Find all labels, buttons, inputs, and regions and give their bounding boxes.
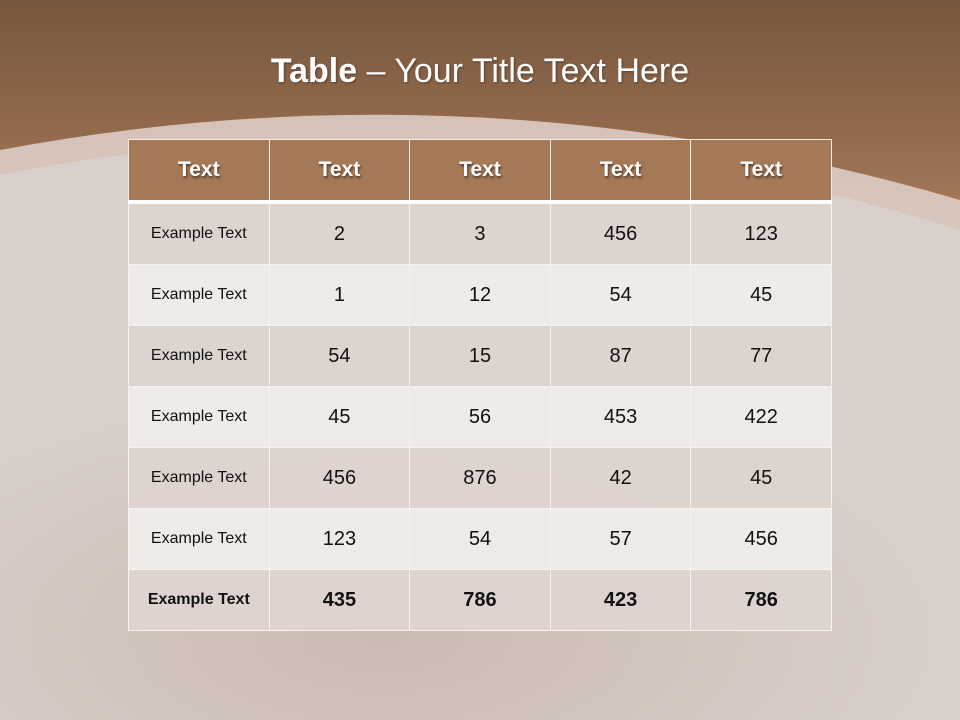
table-cell: 54 bbox=[268, 325, 411, 387]
table-cell: 435 bbox=[268, 569, 411, 631]
table-cell: 423 bbox=[549, 569, 692, 631]
table-cell: 54 bbox=[409, 508, 551, 570]
table-cell: 54 bbox=[549, 264, 692, 326]
column-header: Text bbox=[549, 139, 692, 204]
table-cell: 45 bbox=[690, 447, 832, 509]
table-cell: 456 bbox=[549, 201, 692, 265]
column-header: Text bbox=[409, 139, 551, 204]
row-label-cell: Example Text bbox=[128, 386, 270, 448]
table-cell: 123 bbox=[268, 508, 411, 570]
table-row: Example Text 456 876 42 45 bbox=[128, 447, 832, 509]
data-table: Text Text Text Text Text Example Text 2 3 456 12… bbox=[128, 139, 832, 631]
table-cell: 56 bbox=[409, 386, 551, 448]
table-cell: 123 bbox=[690, 201, 832, 265]
table-row: Example Text 435 786 423 786 bbox=[128, 569, 832, 631]
table-cell: 422 bbox=[690, 386, 832, 448]
row-label-cell: Example Text bbox=[128, 508, 270, 570]
table-cell: 42 bbox=[549, 447, 692, 509]
title-rest: – Your Title Text Here bbox=[357, 52, 690, 90]
table-cell: 453 bbox=[549, 386, 692, 448]
table-row: Example Text 45 56 453 422 bbox=[128, 386, 832, 448]
title-bold: Table bbox=[270, 52, 358, 90]
column-header: Text bbox=[268, 139, 411, 204]
column-header: Text bbox=[128, 139, 270, 204]
table-cell: 3 bbox=[409, 201, 551, 265]
table-cell: 456 bbox=[690, 508, 832, 570]
table-cell: 77 bbox=[690, 325, 832, 387]
table-cell: 1 bbox=[268, 264, 411, 326]
table-cell: 786 bbox=[690, 569, 832, 631]
table-cell: 87 bbox=[549, 325, 692, 387]
table-row: Example Text 2 3 456 123 bbox=[128, 201, 832, 265]
table-cell: 45 bbox=[268, 386, 411, 448]
row-label-cell: Example Text bbox=[128, 264, 270, 326]
row-label-cell: Example Text bbox=[128, 201, 270, 265]
column-header: Text bbox=[690, 139, 832, 204]
row-label-cell: Example Text bbox=[128, 569, 270, 631]
table-cell: 2 bbox=[268, 201, 411, 265]
table-row: Example Text 1 12 54 45 bbox=[128, 264, 832, 326]
table-cell: 456 bbox=[268, 447, 411, 509]
table-cell: 876 bbox=[409, 447, 551, 509]
table-cell: 12 bbox=[409, 264, 551, 326]
table-cell: 57 bbox=[549, 508, 692, 570]
table-cell: 15 bbox=[409, 325, 551, 387]
table-row: Example Text 123 54 57 456 bbox=[128, 508, 832, 570]
header-row: Text Text Text Text Text bbox=[128, 139, 832, 204]
row-label-cell: Example Text bbox=[128, 325, 270, 387]
table-cell: 786 bbox=[409, 569, 551, 631]
slide-title: Table – Your Title Text Here bbox=[0, 52, 960, 91]
table-cell: 45 bbox=[690, 264, 832, 326]
table-row: Example Text 54 15 87 77 bbox=[128, 325, 832, 387]
row-label-cell: Example Text bbox=[128, 447, 270, 509]
